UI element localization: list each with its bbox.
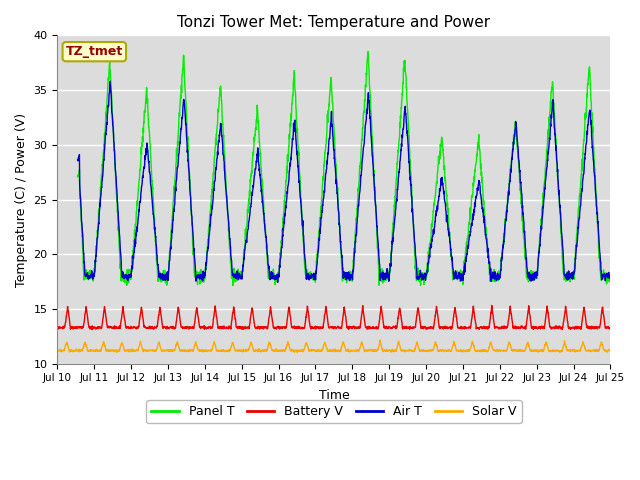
Air T: [208, 210, 216, 216]
Panel T: [362, 84, 370, 90]
Battery V: [54, 324, 61, 330]
Battery V: [573, 325, 581, 331]
Air T: [573, 241, 580, 247]
Air T: [495, 272, 502, 277]
Solar V: [293, 349, 301, 355]
Line: Air T: Air T: [77, 81, 611, 282]
Line: Battery V: Battery V: [58, 305, 611, 330]
Air T: [350, 263, 358, 268]
Panel T: [607, 278, 614, 284]
Solar V: [558, 349, 566, 355]
Battery V: [208, 324, 216, 330]
Y-axis label: Temperature (C) / Power (V): Temperature (C) / Power (V): [15, 112, 28, 287]
Legend: Panel T, Battery V, Air T, Solar V: Panel T, Battery V, Air T, Solar V: [146, 400, 522, 423]
Solar V: [54, 348, 61, 354]
Panel T: [557, 239, 565, 244]
Panel T: [208, 194, 216, 200]
Panel T: [495, 268, 502, 274]
Air T: [362, 120, 370, 125]
Solar V: [376, 337, 384, 343]
Panel T: [573, 231, 580, 237]
Solar V: [350, 348, 358, 353]
Line: Solar V: Solar V: [58, 340, 611, 352]
Battery V: [558, 324, 566, 330]
Title: Tonzi Tower Met: Temperature and Power: Tonzi Tower Met: Temperature and Power: [177, 15, 490, 30]
Panel T: [350, 254, 358, 260]
Air T: [607, 274, 614, 279]
Battery V: [607, 325, 614, 331]
Solar V: [362, 348, 370, 353]
Air T: [557, 229, 565, 235]
Battery V: [350, 324, 358, 330]
Solar V: [573, 348, 581, 353]
Solar V: [495, 347, 503, 353]
Battery V: [88, 327, 95, 333]
Battery V: [362, 325, 370, 331]
Solar V: [208, 348, 216, 353]
Line: Panel T: Panel T: [77, 51, 611, 286]
Battery V: [488, 302, 495, 308]
Text: TZ_tmet: TZ_tmet: [66, 45, 123, 58]
Solar V: [607, 348, 614, 353]
Battery V: [495, 326, 503, 332]
X-axis label: Time: Time: [319, 389, 349, 402]
